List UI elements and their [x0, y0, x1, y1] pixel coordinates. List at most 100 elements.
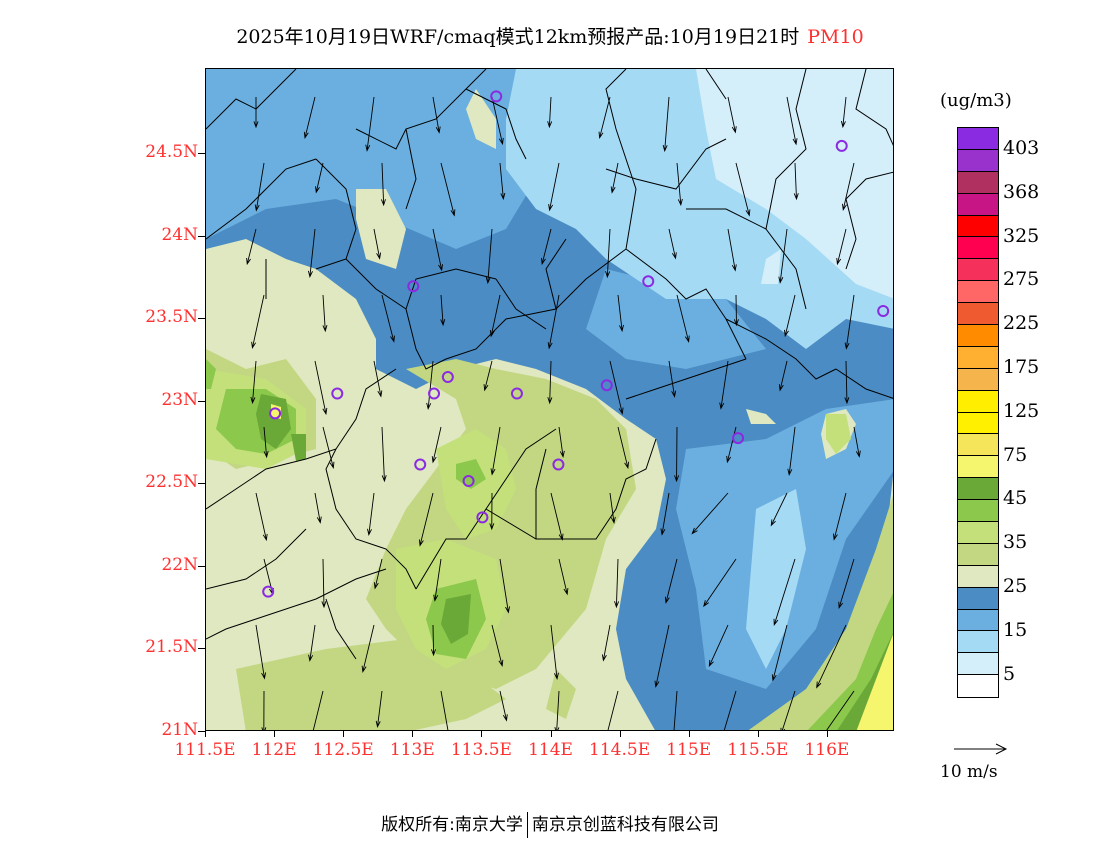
colorbar-swatch — [958, 193, 998, 216]
x-tick-label: 113.5E — [450, 740, 512, 760]
colorbar-swatch — [958, 434, 998, 457]
wind-arrow — [418, 492, 434, 547]
wind-arrow — [432, 228, 443, 272]
wind-arrow — [491, 96, 504, 146]
wind-arrow — [836, 228, 847, 266]
colorbar-label: 25 — [1003, 574, 1028, 597]
wind-arrow — [499, 558, 511, 614]
colorbar-swatch — [958, 215, 998, 238]
wind-arrow — [727, 228, 737, 272]
wind-arrow — [246, 228, 257, 266]
wind-arrow — [255, 624, 267, 680]
wind-arrow — [430, 624, 436, 657]
wind-arrow — [558, 558, 569, 596]
wind-arrow — [727, 96, 737, 134]
wind-arrow — [786, 96, 798, 146]
colorbar-label: 15 — [1003, 618, 1028, 641]
concentration-map — [205, 68, 894, 731]
x-tick-label: 116E — [804, 740, 850, 760]
colorbar-label: 368 — [1003, 180, 1040, 203]
wind-arrow — [676, 162, 683, 207]
y-tick — [198, 648, 205, 650]
y-tick-label: 21N — [161, 720, 198, 740]
colorbar-label: 5 — [1003, 662, 1016, 685]
colorbar-swatch — [958, 565, 998, 588]
wind-reference-label: 10 m/s — [940, 762, 998, 782]
station-marker — [642, 275, 655, 288]
y-tick — [198, 731, 205, 732]
wind-arrow — [833, 492, 847, 541]
fill-0-5 — [696, 69, 893, 299]
y-tick — [198, 235, 205, 237]
wind-arrow — [380, 162, 386, 207]
wind-arrow — [303, 96, 316, 140]
wind-arrow — [719, 360, 729, 410]
wind-arrow — [489, 294, 501, 338]
wind-arrow — [263, 426, 269, 459]
y-tick — [198, 318, 205, 320]
wind-arrow — [541, 228, 552, 266]
wind-arrow — [426, 360, 434, 411]
wind-arrow — [322, 294, 328, 333]
wind-arrow — [844, 360, 850, 405]
x-tick-label: 112.5E — [312, 740, 374, 760]
x-tick-label: 114.5E — [589, 740, 651, 760]
colorbar-label: 275 — [1003, 268, 1040, 291]
wind-arrow — [842, 162, 855, 212]
wind-arrow — [322, 426, 335, 469]
colorbar-swatch — [958, 325, 998, 347]
y-tick — [198, 153, 205, 155]
wind-arrow — [491, 624, 504, 668]
x-tick-label: 115.5E — [727, 740, 789, 760]
wind-arrow — [255, 492, 268, 542]
colorbar-label: 45 — [1003, 487, 1028, 510]
wind-arrow — [605, 228, 611, 279]
wind-arrow — [664, 558, 678, 604]
company-text: 南京京创蓝科技有限公司 — [531, 815, 719, 835]
pollutant-label: PM10 — [807, 26, 864, 48]
wind-arrow — [381, 426, 387, 483]
wind-arrow — [703, 558, 737, 608]
wind-arrow — [312, 690, 324, 730]
wind-arrow — [554, 690, 560, 730]
station-marker — [331, 387, 344, 400]
wind-arrow — [499, 162, 506, 201]
wind-arrow — [254, 162, 265, 212]
wind-reference-arrow — [954, 743, 1008, 755]
wind-arrow — [250, 360, 257, 405]
wind-arrow — [770, 492, 788, 527]
colorbar-label: 35 — [1003, 531, 1028, 554]
colorbar-swatch — [958, 500, 998, 523]
footer: 版权所有:南京大学 南京京创蓝科技有限公司 — [0, 810, 1100, 838]
wind-vectors — [246, 96, 861, 730]
wind-arrow — [784, 294, 796, 338]
wind-arrow — [723, 690, 737, 730]
wind-arrow — [609, 360, 624, 415]
wind-arrow — [381, 294, 395, 343]
x-tick — [688, 731, 690, 737]
station-marker — [428, 387, 441, 400]
wind-arrow — [610, 162, 619, 194]
y-tick-label: 24N — [161, 224, 198, 245]
wind-arrow — [375, 690, 383, 729]
stations — [262, 90, 890, 598]
wind-arrow — [778, 228, 788, 284]
title-text: 2025年10月19日WRF/cmaq模式12km预报产品:10月19日21时 — [236, 26, 800, 48]
wind-arrow — [676, 294, 690, 343]
colorbar-swatch — [958, 390, 998, 413]
x-tick-label: 115E — [666, 740, 712, 760]
wind-arrow — [489, 492, 495, 531]
wind-arrow — [668, 228, 677, 260]
colorbar-swatch — [958, 281, 998, 304]
wind-arrow — [614, 558, 620, 609]
wind-arrow — [793, 162, 799, 201]
x-tick — [619, 731, 621, 737]
station-marker — [269, 407, 282, 420]
station-marker — [462, 475, 475, 488]
colorbar-label: 125 — [1003, 399, 1040, 422]
map-title: 2025年10月19日WRF/cmaq模式12km预报产品:10月19日21时 P… — [0, 22, 1100, 49]
x-tick-label: 112E — [251, 740, 297, 760]
wind-arrow — [314, 492, 322, 524]
wind-arrow — [431, 426, 442, 464]
